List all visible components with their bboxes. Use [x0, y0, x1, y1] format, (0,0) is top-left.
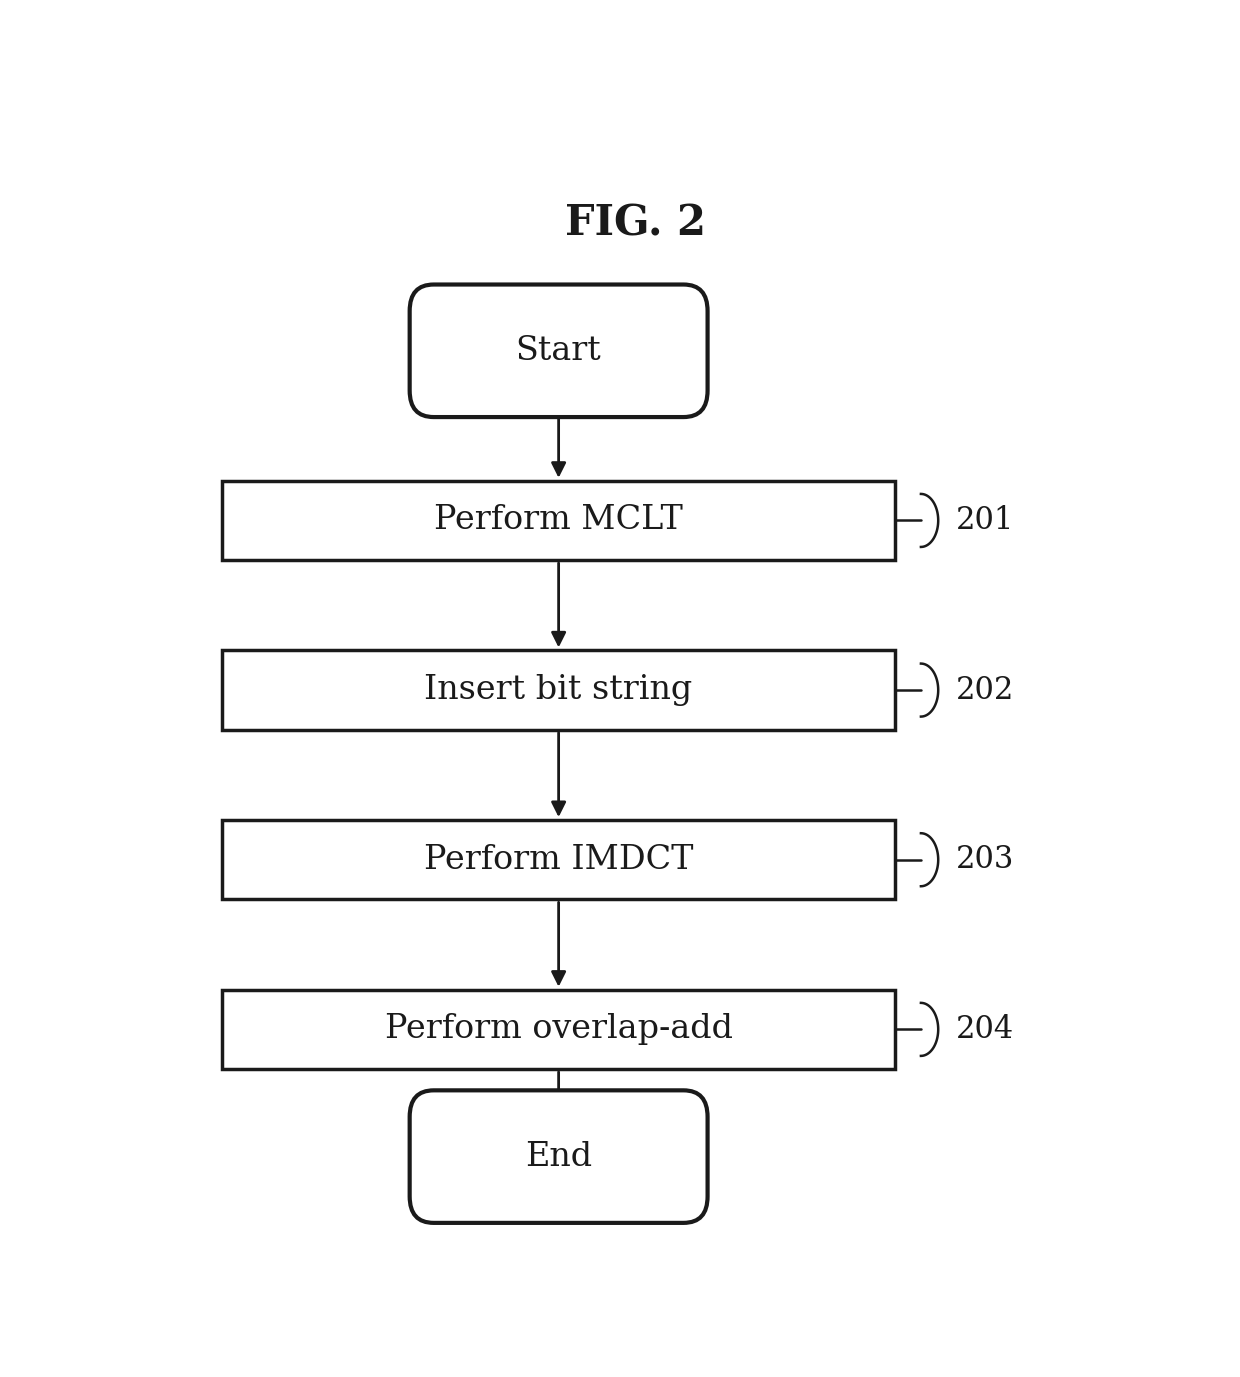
Text: 202: 202 [956, 675, 1014, 705]
FancyBboxPatch shape [222, 990, 895, 1069]
Text: Perform MCLT: Perform MCLT [434, 504, 683, 537]
Text: End: End [525, 1140, 593, 1173]
FancyBboxPatch shape [222, 819, 895, 899]
FancyBboxPatch shape [222, 481, 895, 560]
Text: Start: Start [516, 335, 601, 366]
Text: 201: 201 [956, 505, 1014, 536]
Text: FIG. 2: FIG. 2 [565, 202, 706, 245]
Text: Insert bit string: Insert bit string [424, 675, 693, 706]
Text: Perform overlap-add: Perform overlap-add [384, 1013, 733, 1045]
FancyBboxPatch shape [409, 285, 708, 417]
Text: Perform IMDCT: Perform IMDCT [424, 844, 693, 876]
Text: 204: 204 [956, 1013, 1013, 1045]
Text: 203: 203 [956, 844, 1014, 876]
FancyBboxPatch shape [409, 1091, 708, 1223]
FancyBboxPatch shape [222, 650, 895, 730]
